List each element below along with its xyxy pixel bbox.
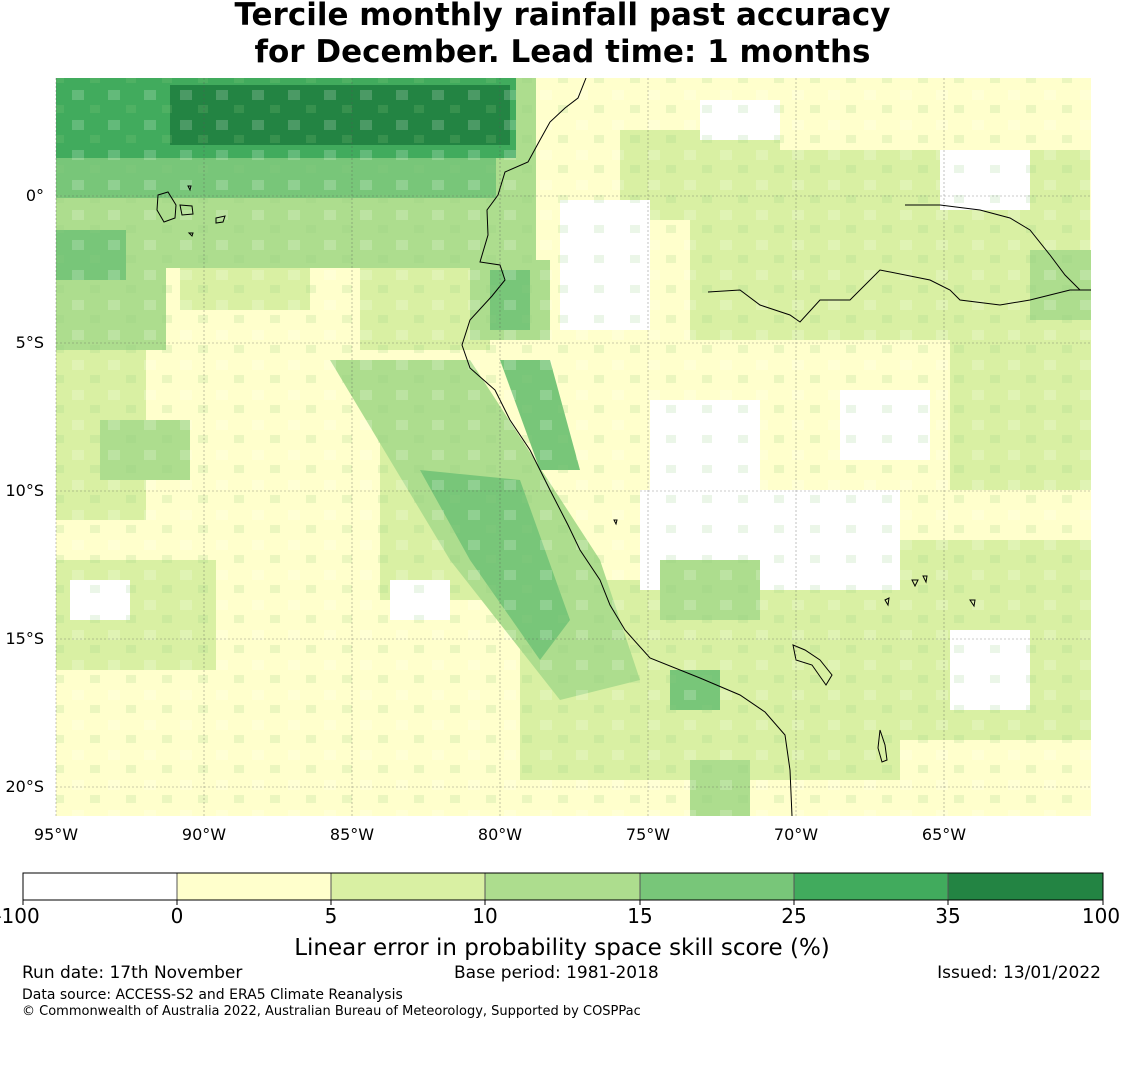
colorbar-swatch-3	[485, 873, 640, 900]
colorbar-tick-100: 100	[1082, 904, 1120, 928]
lat-tick-labels: 0° 5°S 10°S 15°S 20°S	[5, 186, 44, 796]
colorbar-frame	[22, 872, 1104, 901]
colorbar-swatch-2	[331, 873, 485, 900]
lon-tick-65w: 65°W	[922, 825, 966, 844]
lon-tick-80w: 80°W	[478, 825, 522, 844]
titicaca-lake	[792, 644, 833, 686]
colorbar-label: Linear error in probability space skill …	[294, 935, 830, 961]
lon-tick-95w: 95°W	[34, 825, 78, 844]
copyright: © Commonwealth of Australia 2022, Austra…	[22, 1004, 641, 1019]
lat-tick-5s: 5°S	[16, 333, 44, 352]
colorbar-swatch-5	[794, 873, 948, 900]
map-title-line-2: for December. Lead time: 1 months	[254, 34, 871, 70]
colorbar-tick-10: 10	[472, 904, 497, 928]
galapagos-san-cristobal	[215, 215, 226, 224]
amazon-river	[707, 269, 1091, 323]
data-source: Data source: ACCESS-S2 and ERA5 Climate …	[22, 987, 403, 1003]
andean-lakes	[613, 519, 976, 608]
lat-tick-15s: 15°S	[5, 629, 44, 648]
colorbar-swatch-4	[640, 873, 794, 900]
south-america-coastline	[461, 78, 793, 816]
colorbar-tick-35: 35	[935, 904, 960, 928]
lat-tick-20s: 20°S	[5, 777, 44, 796]
colorbar-swatch-6	[948, 873, 1103, 900]
colorbar-swatch-0	[23, 873, 177, 900]
galapagos-isabela	[156, 191, 177, 223]
map-title-line-1: Tercile monthly rainfall past accuracy	[234, 0, 891, 33]
lon-tick-70w: 70°W	[774, 825, 818, 844]
run-date: Run date: 17th November	[22, 963, 243, 983]
colorbar-tick-15: 15	[627, 904, 652, 928]
lon-tick-90w: 90°W	[182, 825, 226, 844]
colorbar-tick-5: 5	[325, 904, 338, 928]
gridlines	[55, 78, 1091, 816]
galapagos-santa-cruz	[179, 204, 194, 216]
lat-tick-10s: 10°S	[5, 481, 44, 500]
napo-river	[905, 204, 1081, 291]
issued-date: Issued: 13/01/2022	[937, 963, 1101, 983]
lon-tick-75w: 75°W	[626, 825, 670, 844]
galapagos-small	[187, 185, 194, 237]
poopo-lake	[877, 729, 888, 763]
colorbar-swatch-1	[177, 873, 331, 900]
lat-tick-0: 0°	[26, 186, 44, 205]
colorbar-tick-0: 0	[171, 904, 184, 928]
colorbar: -100 0 5 10 15 25 35 100 Linear error in…	[0, 872, 1120, 961]
coastlines	[156, 78, 1091, 816]
skill-field	[56, 78, 1091, 816]
colorbar-tick-neg100: -100	[0, 904, 40, 928]
lon-tick-85w: 85°W	[330, 825, 374, 844]
lon-tick-labels: 95°W 90°W 85°W 80°W 75°W 70°W 65°W	[34, 825, 966, 844]
colorbar-tick-25: 25	[781, 904, 806, 928]
base-period: Base period: 1981-2018	[454, 963, 659, 983]
